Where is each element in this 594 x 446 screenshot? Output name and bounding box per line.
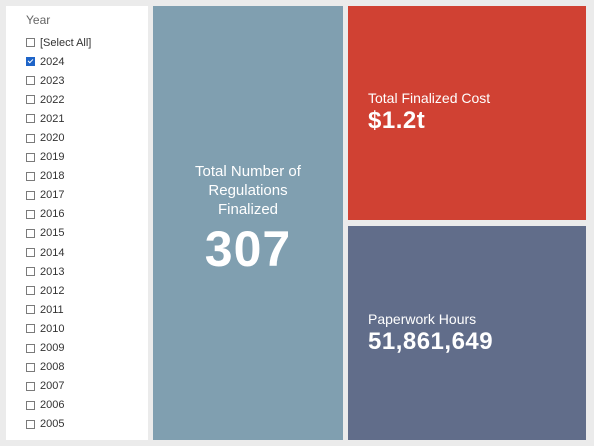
year-option-label: 2007 [40,380,65,393]
year-option[interactable]: 2007 [26,377,148,396]
year-option-label: 2020 [40,132,65,145]
year-option[interactable]: 2010 [26,319,148,338]
year-option[interactable]: 2006 [26,396,148,415]
year-option[interactable]: 2014 [26,243,148,262]
year-option[interactable]: 2009 [26,339,148,358]
year-option[interactable]: 2008 [26,358,148,377]
year-option[interactable]: 2024 [26,52,148,71]
year-option[interactable]: 2022 [26,90,148,109]
year-option[interactable]: 2021 [26,109,148,128]
slicer-title: Year [26,13,51,27]
year-option[interactable]: 2018 [26,167,148,186]
paperwork-hours-label: Paperwork Hours [368,311,477,327]
year-option-label: 2021 [40,112,65,125]
checkbox-unchecked-icon[interactable] [26,133,35,143]
total-regulations-label: Total Number of Regulations Finalized [195,162,301,218]
finalized-cost-label: Total Finalized Cost [368,90,491,106]
year-option-label: 2016 [40,208,65,221]
checkbox-unchecked-icon[interactable] [26,228,35,238]
year-option-label: 2008 [40,361,65,374]
checkbox-checked-icon[interactable] [26,57,35,67]
year-option-label: 2013 [40,265,65,278]
checkbox-unchecked-icon[interactable] [26,76,35,86]
year-option-label: 2023 [40,74,65,87]
year-option[interactable]: 2023 [26,71,148,90]
year-option[interactable]: 2020 [26,128,148,147]
checkbox-unchecked-icon[interactable] [26,209,35,219]
checkbox-unchecked-icon[interactable] [26,362,35,372]
checkbox-unchecked-icon[interactable] [26,152,35,162]
year-option[interactable]: 2013 [26,262,148,281]
year-option[interactable]: 2005 [26,415,148,434]
year-option-label: 2006 [40,399,65,412]
total-regulations-card: Total Number of Regulations Finalized 30… [153,6,343,440]
year-option-label: 2009 [40,342,65,355]
year-option-label: 2014 [40,246,65,259]
finalized-cost-card: Total Finalized Cost $1.2t [348,6,586,220]
total-regulations-value: 307 [204,220,292,277]
finalized-cost-value: $1.2t [368,107,426,134]
year-list: [Select All] 2024 2023 2022 2021 2020 2019 2018… [26,33,148,434]
checkbox-unchecked-icon[interactable] [26,171,35,181]
year-option-label: 2005 [40,418,65,431]
checkbox-unchecked-icon[interactable] [26,419,35,429]
checkbox-unchecked-icon[interactable] [26,190,35,200]
checkbox-unchecked-icon[interactable] [26,267,35,277]
year-option-label: [Select All] [40,36,92,49]
checkbox-unchecked-icon[interactable] [26,324,35,334]
checkbox-unchecked-icon[interactable] [26,95,35,105]
checkbox-unchecked-icon[interactable] [26,343,35,353]
checkbox-unchecked-icon[interactable] [26,114,35,124]
year-option[interactable]: 2016 [26,205,148,224]
checkbox-unchecked-icon[interactable] [26,400,35,410]
year-option-label: 2012 [40,284,65,297]
year-option[interactable]: 2015 [26,224,148,243]
year-slicer: Year [Select All] 2024 2023 2022 2021 2020 201… [6,6,148,440]
year-option[interactable]: 2012 [26,281,148,300]
paperwork-hours-card: Paperwork Hours 51,861,649 [348,226,586,440]
year-option-label: 2010 [40,322,65,335]
checkbox-unchecked-icon[interactable] [26,305,35,315]
year-option-label: 2018 [40,170,65,183]
year-option[interactable]: 2017 [26,186,148,205]
year-option-label: 2015 [40,227,65,240]
checkbox-unchecked-icon[interactable] [26,286,35,296]
checkbox-unchecked-icon[interactable] [26,381,35,391]
year-option[interactable]: 2019 [26,148,148,167]
year-option-label: 2024 [40,55,65,68]
checkbox-unchecked-icon[interactable] [26,248,35,258]
year-option-label: 2017 [40,189,65,202]
year-option[interactable]: [Select All] [26,33,148,52]
year-option-label: 2019 [40,151,65,164]
year-option[interactable]: 2011 [26,300,148,319]
year-option-label: 2022 [40,93,65,106]
year-option-label: 2011 [40,303,64,316]
paperwork-hours-value: 51,861,649 [368,328,494,355]
checkbox-unchecked-icon[interactable] [26,38,35,48]
